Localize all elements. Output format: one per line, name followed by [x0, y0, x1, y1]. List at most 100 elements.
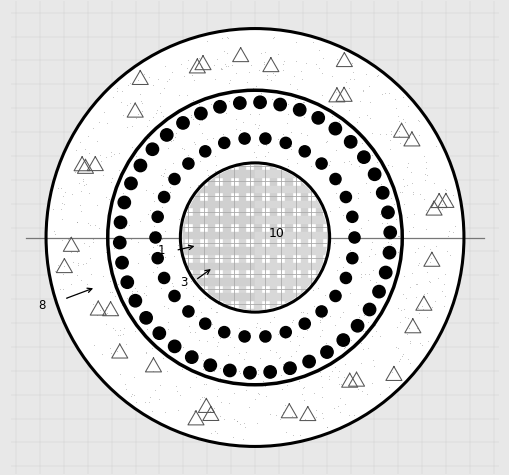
Point	[199, 393, 207, 401]
Circle shape	[118, 196, 130, 209]
Bar	[180, 216, 254, 223]
Circle shape	[114, 216, 126, 228]
Point	[380, 90, 388, 97]
Point	[333, 373, 342, 381]
Point	[292, 85, 300, 93]
Circle shape	[160, 129, 173, 141]
Point	[364, 252, 372, 259]
Point	[192, 55, 200, 62]
Point	[274, 354, 282, 362]
Point	[273, 135, 281, 143]
Point	[358, 87, 366, 95]
Point	[284, 110, 292, 118]
Point	[116, 327, 124, 334]
Point	[377, 219, 385, 227]
Point	[188, 115, 196, 123]
Point	[265, 319, 273, 326]
Point	[421, 158, 430, 166]
Bar	[223, 238, 230, 312]
Point	[344, 411, 352, 418]
Point	[131, 295, 139, 303]
Point	[106, 199, 114, 206]
Point	[328, 112, 336, 120]
Point	[250, 121, 259, 128]
Circle shape	[284, 362, 296, 374]
Point	[155, 381, 163, 389]
Point	[172, 129, 180, 137]
Point	[411, 280, 419, 288]
Point	[180, 113, 188, 120]
Point	[125, 79, 133, 86]
Point	[304, 323, 312, 331]
Point	[354, 385, 362, 393]
Point	[134, 111, 142, 118]
Point	[210, 367, 218, 374]
Circle shape	[253, 96, 266, 108]
Circle shape	[153, 327, 165, 339]
Point	[269, 34, 277, 41]
Point	[191, 328, 199, 336]
Point	[152, 106, 160, 114]
Point	[437, 205, 445, 213]
Point	[148, 227, 156, 235]
Point	[79, 181, 88, 189]
Point	[77, 276, 85, 284]
Point	[251, 153, 260, 161]
Point	[400, 118, 408, 125]
Point	[262, 142, 270, 149]
Point	[148, 407, 156, 415]
Point	[232, 115, 240, 123]
Point	[98, 350, 106, 358]
Point	[220, 61, 229, 68]
Point	[414, 310, 422, 317]
Point	[260, 58, 268, 66]
Point	[163, 304, 172, 312]
Point	[86, 221, 94, 229]
Bar	[238, 238, 245, 312]
Point	[393, 344, 402, 352]
Point	[334, 253, 343, 260]
Point	[97, 158, 105, 165]
Point	[356, 273, 364, 280]
Point	[318, 69, 326, 77]
Point	[86, 254, 94, 262]
Point	[367, 332, 376, 340]
Point	[279, 60, 287, 68]
Point	[317, 91, 325, 98]
Point	[158, 235, 166, 243]
Point	[417, 341, 425, 349]
Point	[133, 287, 141, 294]
Point	[156, 285, 164, 292]
Point	[101, 193, 109, 200]
Point	[299, 98, 307, 105]
Point	[271, 349, 279, 356]
Point	[206, 304, 214, 312]
Point	[315, 368, 323, 376]
Point	[329, 404, 337, 412]
Bar	[300, 163, 306, 238]
Point	[184, 322, 192, 330]
Point	[108, 94, 117, 101]
Point	[296, 308, 304, 315]
Bar	[180, 278, 254, 285]
Bar	[254, 163, 260, 238]
Point	[431, 235, 439, 242]
Point	[198, 142, 206, 150]
Point	[420, 170, 429, 177]
Point	[362, 111, 370, 119]
Point	[276, 371, 285, 379]
Point	[440, 292, 448, 300]
Point	[375, 210, 383, 218]
Point	[249, 149, 258, 156]
Point	[363, 344, 371, 352]
Point	[87, 270, 95, 278]
Point	[338, 211, 346, 218]
Point	[322, 423, 330, 430]
Point	[127, 392, 135, 400]
Bar	[180, 201, 254, 208]
Point	[422, 314, 430, 321]
Text: 3: 3	[180, 276, 187, 289]
Point	[107, 174, 116, 181]
Point	[386, 195, 394, 202]
Point	[263, 75, 271, 83]
